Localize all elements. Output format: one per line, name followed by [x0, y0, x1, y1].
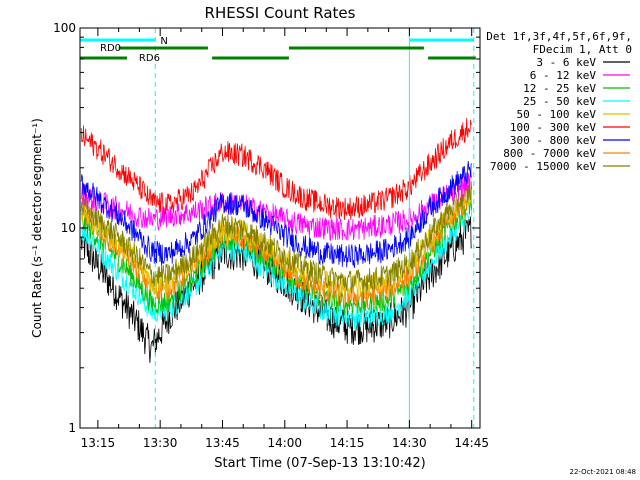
series-layer — [80, 117, 473, 363]
y-axis-label: Count Rate (s⁻¹ detector segment⁻¹) — [30, 118, 44, 338]
legend-header-line-1: Det 1f,3f,4f,5f,6f,9f, — [486, 30, 632, 43]
rd6-label: RD6 — [139, 53, 160, 64]
y-tick-label-1: 1 — [68, 421, 76, 435]
legend: Det 1f,3f,4f,5f,6f,9f, FDecim 1, Att 0 3… — [486, 30, 632, 173]
series-line-6 — [80, 117, 473, 221]
legend-label-8: 800 - 7000 keV — [503, 147, 596, 160]
axis-ticks: 13:15 13:30 13:45 14:00 14:15 14:30 14:45 1 10 10… — [53, 21, 489, 450]
rd0-label: RD0 — [100, 43, 121, 54]
legend-label-1: 3 - 6 keV — [536, 56, 596, 69]
x-tick-label-6: 14:30 — [392, 436, 427, 450]
legend-label-9: 7000 - 15000 keV — [490, 160, 596, 173]
x-tick-label-7: 14:45 — [454, 436, 489, 450]
legend-label-6: 100 - 300 keV — [510, 121, 596, 134]
legend-label-5: 50 - 100 keV — [517, 108, 597, 121]
night-label: N — [160, 36, 167, 47]
legend-label-3: 12 - 25 keV — [523, 82, 596, 95]
legend-header-line-2: FDecim 1, Att 0 — [533, 43, 632, 56]
chart-title: RHESSI Count Rates — [205, 4, 356, 22]
series-line-7 — [80, 161, 473, 268]
x-tick-label-4: 14:00 — [267, 436, 302, 450]
annotation-layer: N RD0 RD6 — [79, 28, 476, 428]
legend-label-4: 25 - 50 keV — [523, 95, 596, 108]
legend-label-2: 6 - 12 keV — [530, 69, 597, 82]
x-tick-label-2: 13:30 — [143, 436, 178, 450]
x-tick-label-5: 14:15 — [330, 436, 365, 450]
x-tick-label-1: 13:15 — [81, 436, 116, 450]
footer-timestamp: 22-Oct-2021 08:48 — [570, 468, 636, 476]
legend-label-7: 300 - 800 keV — [510, 134, 596, 147]
y-tick-label-3: 100 — [53, 21, 76, 35]
series-line-9 — [80, 181, 473, 294]
y-tick-label-2: 10 — [61, 221, 76, 235]
x-axis-label: Start Time (07-Sep-13 13:10:42) — [214, 456, 425, 471]
series-line-2 — [80, 171, 473, 242]
series-line-8 — [80, 190, 473, 308]
x-tick-label-3: 13:45 — [205, 436, 240, 450]
